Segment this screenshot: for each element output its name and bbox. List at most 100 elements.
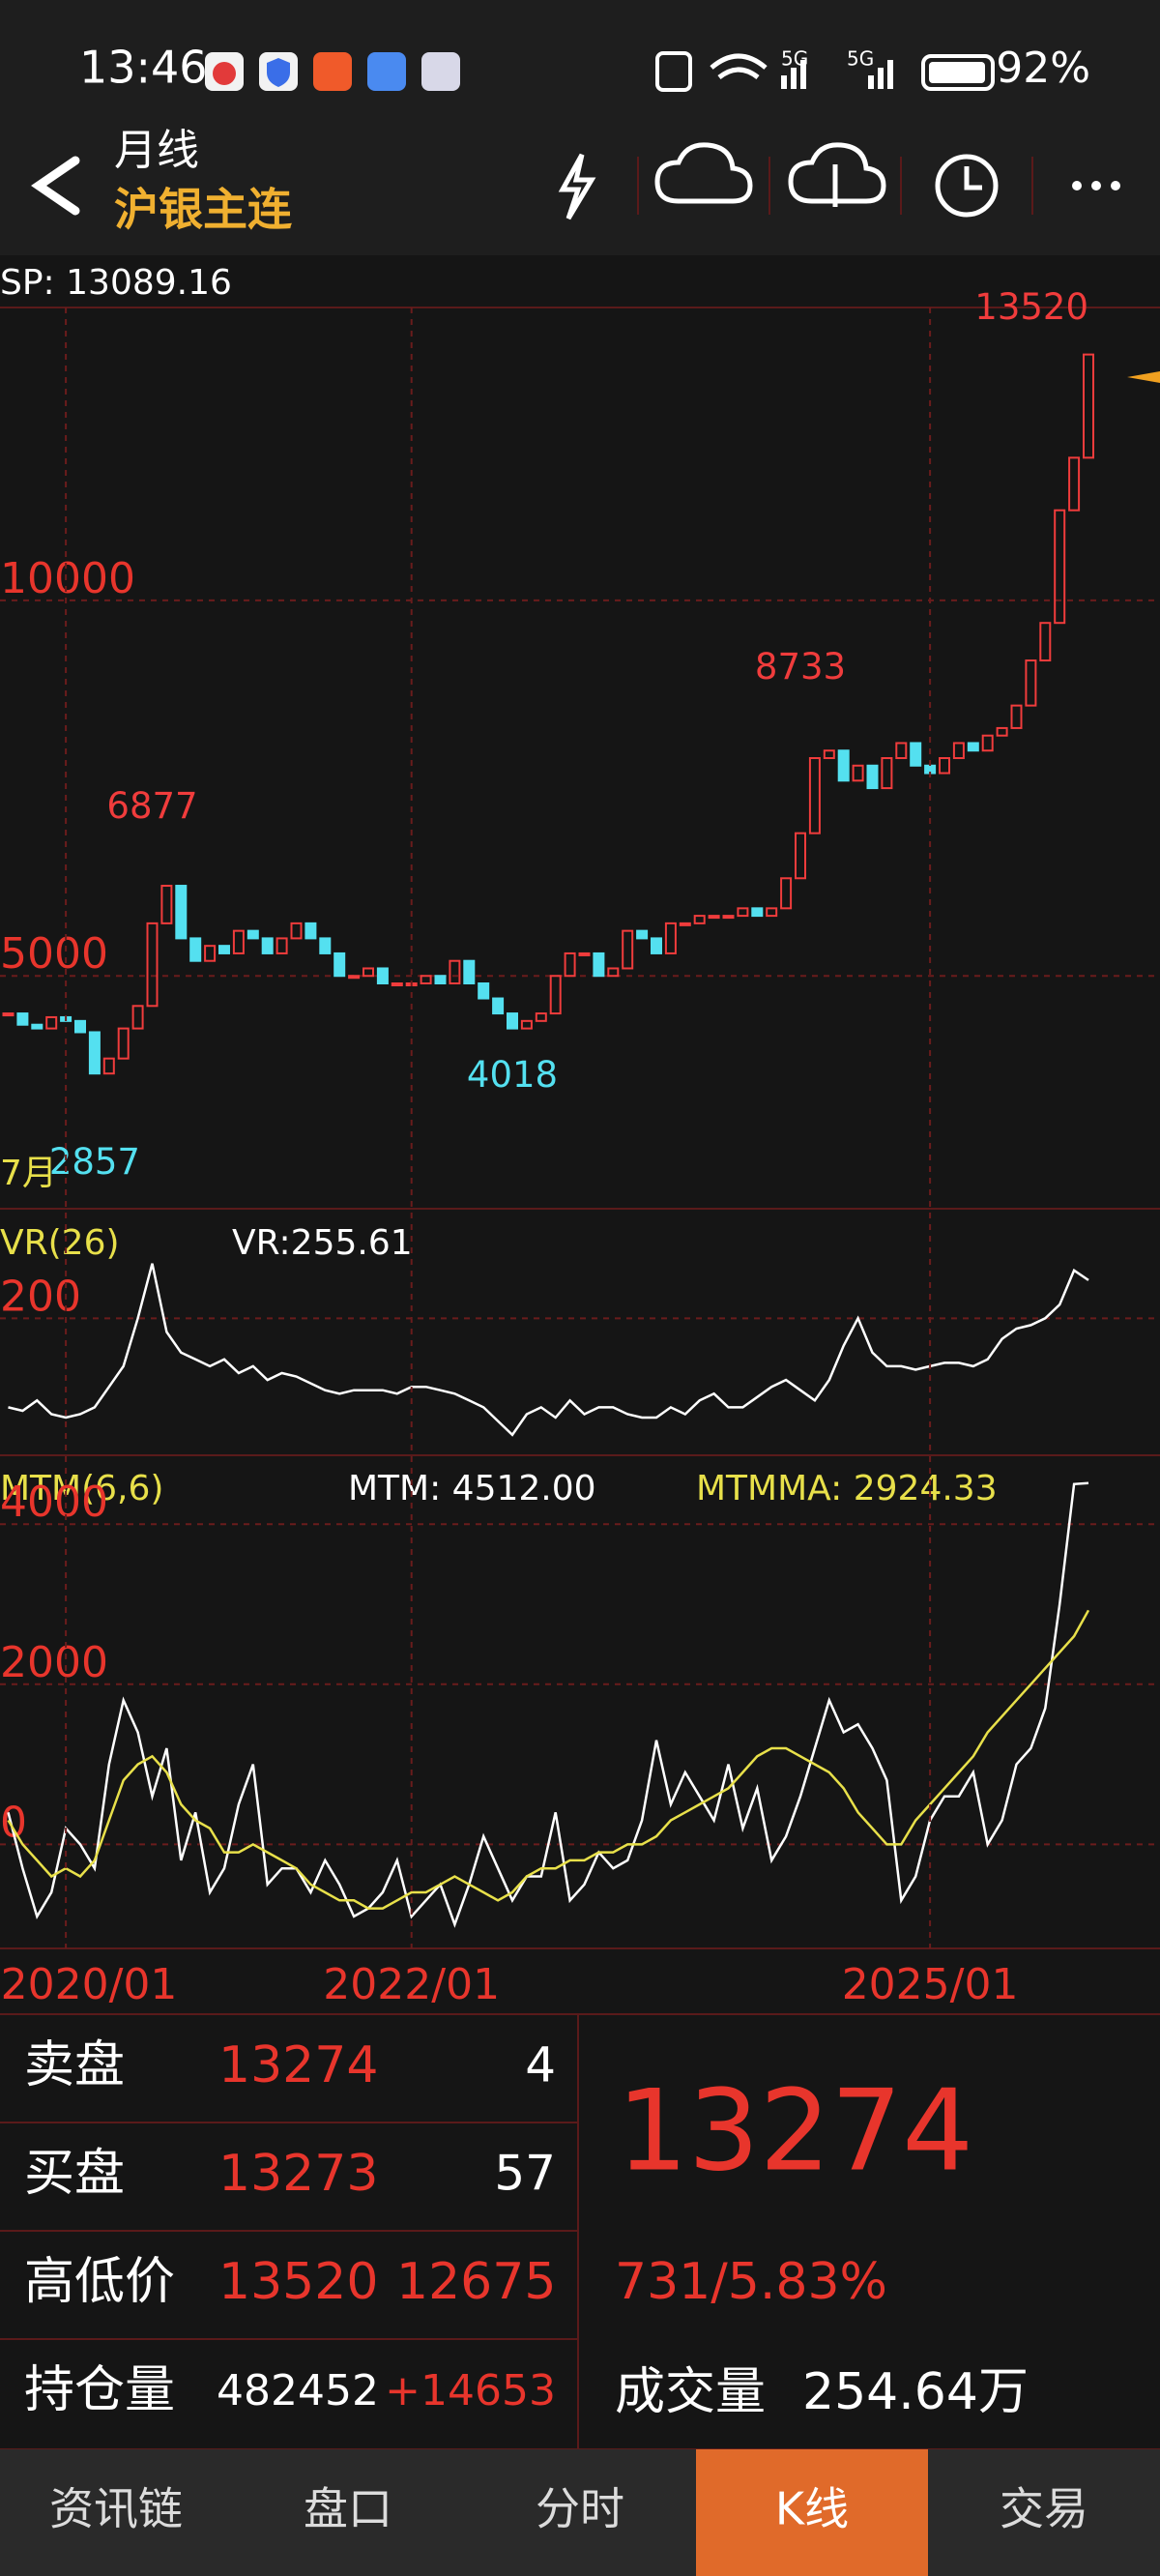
app-icons xyxy=(205,52,460,91)
candle xyxy=(319,937,332,954)
price-annotation: 8733 xyxy=(755,646,846,688)
candle xyxy=(31,1023,44,1030)
y-tick-label: 200 xyxy=(0,1272,81,1321)
nav-tab[interactable]: K线 xyxy=(775,2483,849,2535)
panel-borders xyxy=(0,307,1160,1949)
price-change: 731/5.83% xyxy=(615,2253,887,2311)
candle xyxy=(996,726,1008,737)
price-pointer xyxy=(1127,371,1160,383)
y-tick-label: 10000 xyxy=(0,554,135,603)
price-label: SP: 13089.16 xyxy=(0,263,232,303)
candle xyxy=(507,1012,518,1030)
oi-change: +14653 xyxy=(385,2366,556,2415)
toolbar-separators xyxy=(637,157,1033,215)
candle xyxy=(651,937,662,954)
nav-tab[interactable]: 分时 xyxy=(536,2483,624,2535)
status-icons xyxy=(655,51,995,92)
candle xyxy=(823,749,835,760)
candle xyxy=(852,764,864,782)
price-annotation: 6877 xyxy=(106,785,197,827)
period-label[interactable]: 月线 xyxy=(114,126,199,175)
nav-tab[interactable]: 资讯链 xyxy=(49,2483,183,2535)
indicator-line xyxy=(7,1609,1090,1910)
candle xyxy=(636,929,649,940)
nav-tab[interactable]: 交易 xyxy=(1000,2483,1088,2535)
legend-entry: MTM: 4512.00 xyxy=(348,1469,596,1508)
candle xyxy=(88,1031,101,1075)
candle xyxy=(766,907,778,918)
vr-value: VR:255.61 xyxy=(232,1223,413,1263)
candle xyxy=(218,945,230,954)
back-button[interactable] xyxy=(31,156,80,216)
candle xyxy=(780,877,793,910)
volume-label: 成交量 xyxy=(615,2363,766,2421)
candle xyxy=(895,742,908,760)
candle xyxy=(131,1005,144,1030)
candle xyxy=(981,734,994,752)
candle xyxy=(492,997,505,1015)
bid-qty: 57 xyxy=(494,2146,556,2202)
indicator-line xyxy=(7,1481,1089,1928)
candle xyxy=(334,951,346,978)
indicator-line xyxy=(8,1263,1089,1437)
candle xyxy=(939,757,950,775)
candle xyxy=(376,967,389,985)
price-annotation: 13520 xyxy=(974,286,1088,328)
row-label: 卖盘 xyxy=(24,2036,125,2094)
symbol-name[interactable]: 沪银主连 xyxy=(114,184,292,236)
battery-level: 92% xyxy=(996,44,1090,93)
candle xyxy=(449,959,461,985)
mtm-title: MTM(6,6) xyxy=(0,1469,163,1508)
candle xyxy=(434,975,447,985)
candle xyxy=(837,749,850,782)
price-annotation: 2857 xyxy=(49,1141,140,1183)
candle xyxy=(910,742,922,767)
candle xyxy=(679,922,691,926)
bid-price: 13273 xyxy=(218,2145,378,2203)
candle xyxy=(593,951,605,978)
candle xyxy=(952,742,965,760)
candle xyxy=(622,929,634,970)
network-label: 5G xyxy=(781,47,808,71)
more-button[interactable] xyxy=(1072,181,1120,190)
candle xyxy=(751,907,764,918)
candle xyxy=(117,1027,130,1060)
candle xyxy=(564,951,576,978)
candle xyxy=(146,922,159,1008)
candle xyxy=(1083,353,1094,459)
candle xyxy=(1039,622,1052,662)
toolbar-icons[interactable] xyxy=(558,142,999,220)
candle xyxy=(102,1057,115,1075)
candle xyxy=(722,915,735,920)
status-time: 13:46 xyxy=(79,42,208,94)
candle xyxy=(549,975,562,1015)
legend-entry: MTMMA: 2924.33 xyxy=(696,1469,998,1508)
low-price: 12675 xyxy=(396,2253,556,2311)
candle xyxy=(160,885,173,924)
candle xyxy=(520,1019,533,1030)
candle xyxy=(664,922,677,954)
candle xyxy=(1068,456,1081,512)
candle xyxy=(2,1012,14,1017)
open-interest: 482452 xyxy=(217,2366,379,2415)
candle xyxy=(290,922,303,940)
high-price: 13520 xyxy=(218,2253,378,2311)
candle xyxy=(693,915,706,924)
candle xyxy=(478,982,490,1000)
last-price: 13274 xyxy=(617,2066,973,2197)
x-tick-label: 2020/01 xyxy=(1,1960,178,2009)
candle xyxy=(276,937,288,954)
candle xyxy=(304,922,317,940)
candle xyxy=(1054,509,1066,625)
candle xyxy=(866,764,879,790)
candle xyxy=(16,1012,29,1026)
nav-tab[interactable]: 盘口 xyxy=(304,2483,392,2535)
row-label: 买盘 xyxy=(24,2145,125,2203)
x-tick-label: 2022/01 xyxy=(323,1960,500,2009)
candle xyxy=(420,975,432,985)
candle xyxy=(175,885,188,940)
network-label: 5G xyxy=(847,47,874,71)
candle xyxy=(189,937,202,962)
